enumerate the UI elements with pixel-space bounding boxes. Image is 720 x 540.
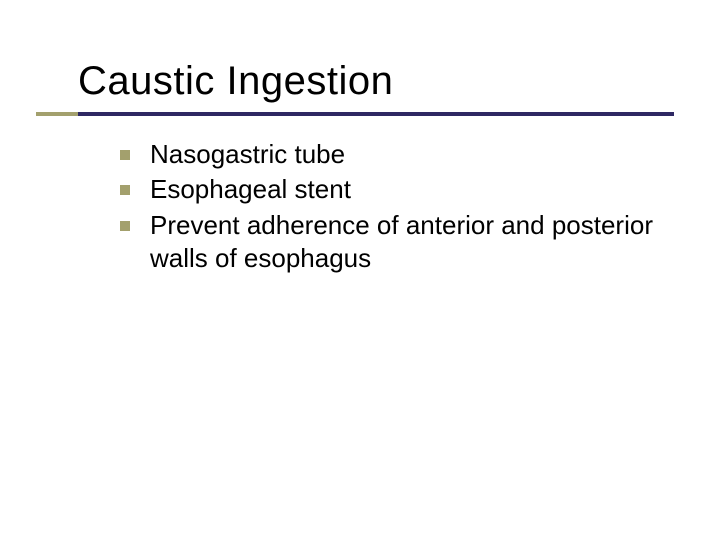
list-item-text: Esophageal stent [150,173,351,206]
list-item-text: Nasogastric tube [150,138,345,171]
square-bullet-icon [120,185,130,195]
square-bullet-icon [120,221,130,231]
square-bullet-icon [120,150,130,160]
slide: Caustic Ingestion Nasogastric tube Esoph… [0,0,720,540]
bullet-list: Nasogastric tube Esophageal stent Preven… [120,138,660,277]
title-underline [78,112,674,116]
list-item: Esophageal stent [120,173,660,206]
list-item-text: Prevent adherence of anterior and poster… [150,209,660,276]
list-item: Nasogastric tube [120,138,660,171]
slide-title: Caustic Ingestion [78,60,638,102]
title-accent-bar [36,112,78,116]
title-container: Caustic Ingestion [78,60,638,102]
list-item: Prevent adherence of anterior and poster… [120,209,660,276]
